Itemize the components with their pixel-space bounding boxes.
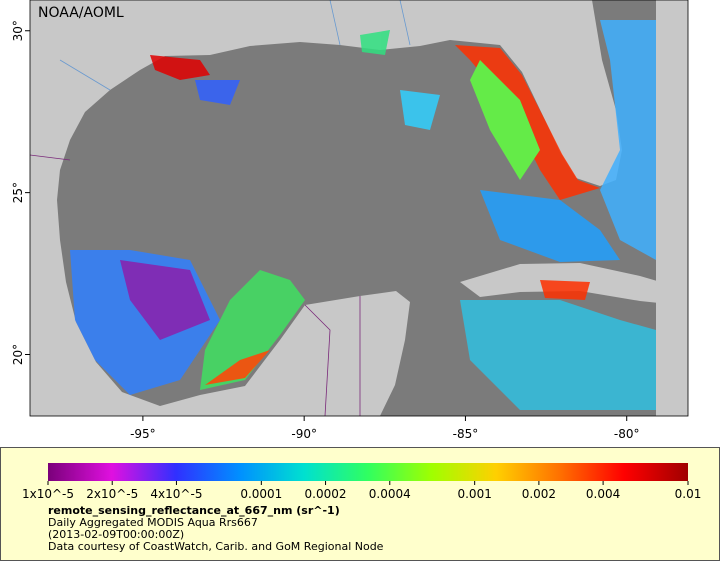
land-mexico-us	[30, 0, 450, 416]
reflectance-pixels	[70, 20, 656, 410]
colorbar-title: remote_sensing_reflectance_at_667_nm (sr…	[48, 504, 340, 517]
info-line: (2013-02-09T00:00:00Z)	[48, 528, 184, 541]
map-label: NOAA/AOML	[38, 5, 124, 21]
colorbar-tick-label: 2x10^-5	[86, 487, 138, 501]
colorbar-tick-label: 4x10^-5	[150, 487, 202, 501]
colorbar-tick-label: 0.004	[586, 487, 620, 501]
info-line: Data courtesy of CoastWatch, Carib. and …	[48, 540, 384, 553]
no-data-strip	[656, 0, 688, 416]
map-area	[30, 0, 688, 416]
borders	[30, 154, 361, 416]
colorbar-tick-label: 0.0001	[240, 487, 282, 501]
x-tick-label: -85°	[453, 427, 479, 441]
y-tick-label: 20°	[11, 344, 25, 365]
colorbar-tick-label: 0.0004	[369, 487, 411, 501]
land-florida	[450, 0, 622, 186]
x-tick-label: -80°	[614, 427, 640, 441]
y-tick-label: 30°	[11, 20, 25, 41]
colorbar-tick-label: 0.01	[675, 487, 702, 501]
x-tick-label: -90°	[291, 427, 317, 441]
colorbar-tick-label: 0.0002	[305, 487, 347, 501]
y-tick-label: 25°	[11, 182, 25, 203]
colorbar	[48, 463, 688, 481]
colorbar-tick-label: 0.001	[457, 487, 491, 501]
rivers	[59, 0, 411, 91]
colorbar-tick-label: 0.002	[522, 487, 556, 501]
colorbar-tick-label: 1x10^-5	[22, 487, 74, 501]
info-line: Daily Aggregated MODIS Aqua Rrs667	[48, 516, 258, 529]
x-tick-label: -95°	[130, 427, 156, 441]
map-frame	[29, 0, 689, 417]
